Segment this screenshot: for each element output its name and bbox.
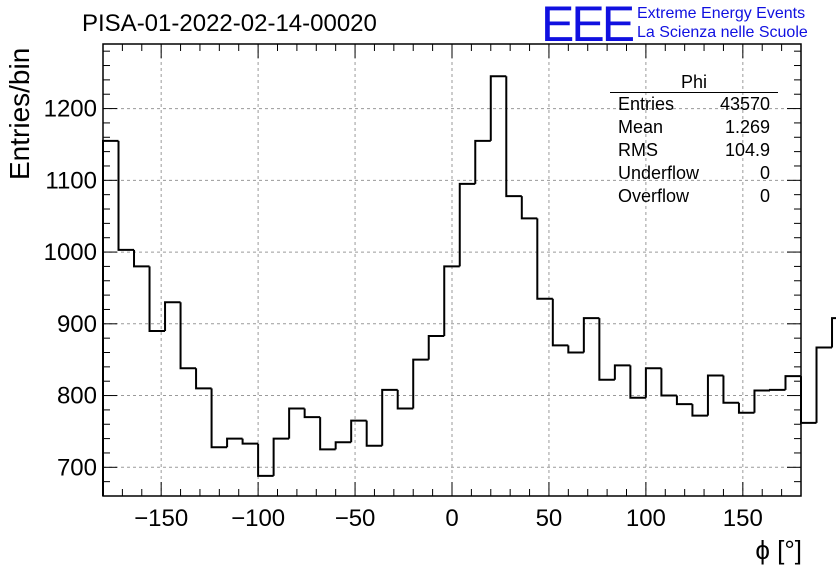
histogram-bin (660, 368, 677, 397)
histogram-bin (644, 367, 662, 398)
stats-value: 104.9 (724, 140, 770, 160)
histogram-bin (474, 139, 491, 184)
logo-caption-line1: Extreme Energy Events (637, 5, 806, 22)
y-tick-label: 900 (57, 311, 97, 338)
x-tick-label: −150 (134, 505, 188, 532)
stats-row-rms: RMS 104.9 (610, 139, 778, 162)
histogram-bin (133, 249, 150, 268)
histogram-bin (458, 182, 476, 267)
histogram-bin (443, 265, 460, 337)
stats-row-underflow: Underflow 0 (610, 162, 778, 185)
stats-label: Mean (618, 117, 664, 137)
histogram-bin (567, 345, 584, 354)
histogram-bin (427, 335, 445, 360)
histogram-bin (598, 318, 615, 381)
histogram-bin (784, 375, 801, 390)
histogram-bin (800, 376, 817, 424)
x-tick-label: −100 (231, 505, 285, 532)
y-axis-label: Entries/bin (4, 47, 35, 180)
histogram-bin (412, 358, 429, 409)
histogram-bin (505, 76, 522, 198)
histogram-bin (241, 438, 259, 445)
histogram-bin (365, 420, 383, 447)
x-tick-label: 0 (445, 505, 458, 532)
histogram-bin (613, 364, 631, 380)
histogram-bin (272, 437, 290, 476)
histogram-bin (753, 389, 770, 413)
eee-logo: EEE (541, 0, 635, 52)
histogram-bin (148, 266, 166, 332)
stats-label: RMS (618, 140, 658, 160)
y-tick-label: 1000 (44, 239, 97, 266)
stats-row-overflow: Overflow 0 (610, 185, 778, 208)
histogram-bin (303, 408, 321, 419)
histogram-bin (489, 75, 507, 141)
stats-value: 1.269 (724, 117, 770, 137)
x-tick-label: 150 (723, 505, 763, 532)
histogram-bin (536, 218, 553, 300)
histogram-bin (226, 437, 243, 448)
histogram-bin (675, 395, 693, 406)
histogram-bin (815, 346, 833, 423)
histogram-bin (381, 388, 398, 446)
x-tick-label: −50 (335, 505, 376, 532)
x-tick-label: 50 (536, 505, 563, 532)
stats-rows: Entries 43570 Mean 1.269 RMS 104.9 Underflow 0 O… (610, 93, 778, 208)
histogram-bin (164, 301, 181, 331)
stats-row-mean: Mean 1.269 (610, 116, 778, 139)
x-tick-label: 100 (626, 505, 666, 532)
stats-label: Underflow (618, 163, 700, 183)
stats-value: 0 (759, 163, 770, 183)
histogram-bin (334, 441, 352, 450)
histogram-bin (629, 365, 646, 399)
y-tick-label: 700 (57, 454, 97, 481)
histogram-bin (737, 402, 755, 414)
histogram-bin (257, 443, 274, 477)
histogram-bin (551, 298, 569, 347)
histogram-bin (706, 374, 724, 416)
histogram-bin (768, 388, 786, 391)
histogram-bin (582, 317, 600, 353)
stats-label: Entries (618, 94, 675, 114)
stats-box: Phi Entries 43570 Mean 1.269 RMS 104.9 Underfl… (610, 72, 778, 208)
histogram-bin (288, 407, 305, 439)
stats-value: 0 (759, 186, 770, 206)
stats-box-title: Phi (610, 72, 778, 93)
y-tick-label: 800 (57, 383, 97, 410)
histogram-bin (117, 140, 135, 251)
logo-caption: Extreme Energy Events La Scienza nelle S… (637, 4, 808, 42)
histogram-bin (210, 388, 228, 449)
histogram-bin (350, 419, 367, 443)
histogram-bin (831, 317, 836, 348)
histogram-bin (520, 196, 538, 220)
histogram-bin (195, 368, 212, 390)
stats-row-entries: Entries 43570 (610, 93, 778, 116)
y-tick-label: 1200 (44, 96, 97, 123)
histogram-bin (319, 417, 336, 451)
histogram-bin (179, 302, 197, 370)
stats-value: 43570 (719, 94, 770, 114)
y-tick-label: 1100 (45, 167, 97, 194)
histogram-bin (691, 404, 708, 417)
stats-label: Overflow (618, 186, 690, 206)
x-axis-label: ϕ [°] (755, 535, 802, 565)
histogram-bin (722, 375, 739, 404)
histogram-bin (396, 389, 414, 410)
histogram-title: PISA-01-2022-02-14-00020 (82, 10, 377, 37)
histogram-bin (102, 139, 119, 496)
logo-caption-line2: La Scienza nelle Scuole (637, 24, 808, 41)
